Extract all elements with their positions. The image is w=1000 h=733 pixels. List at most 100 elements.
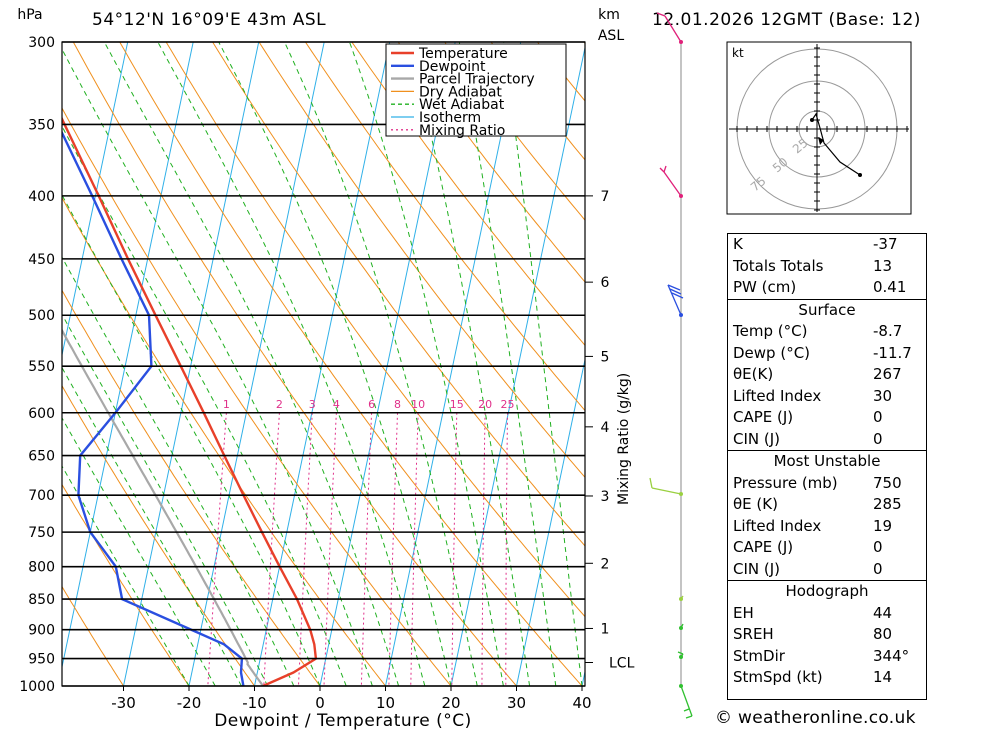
wind-barb: [677, 651, 684, 655]
mu-index-row: Lifted Index 19: [728, 516, 926, 538]
x-tick-label: 30: [507, 694, 526, 712]
wind-barb: [671, 292, 684, 299]
isotherm-line: [123, 42, 260, 686]
height-tick-label: 4: [601, 420, 610, 436]
datetime-title: 12.01.2026 12GMT (Base: 12): [652, 10, 921, 30]
wet-adiabat-line: [62, 465, 190, 686]
wet-adiabat-line: [407, 42, 531, 686]
temperature-profile-line: [62, 116, 318, 686]
height-tick-label: 2: [601, 556, 610, 572]
mixing-ratio-label: 4: [333, 398, 340, 411]
mu-index-label: Pressure (mb): [733, 473, 838, 492]
mixing-ratio-axis-label: Mixing Ratio (g/kg): [616, 373, 632, 505]
mixing-ratio-line: [388, 412, 398, 686]
surface-index-row: Dewp (°C) -11.7: [728, 343, 926, 365]
wind-barb-dot: [679, 626, 683, 630]
x-tick-label: -10: [242, 694, 267, 712]
x-tick-label: 10: [376, 694, 395, 712]
wet-adiabat-line: [62, 48, 373, 686]
pressure-tick-label: 400: [28, 189, 55, 205]
wet-adiabat-line: [103, 42, 400, 686]
wind-barb: [664, 15, 682, 43]
legend-entry: Dewpoint: [419, 59, 486, 75]
legend-box: [385, 43, 567, 137]
isotherm-line: [450, 45, 585, 686]
hodograph-point: [810, 118, 814, 122]
basic-index-label: K: [733, 235, 743, 253]
wind-barb: [667, 284, 681, 291]
mu-index-label: Lifted Index: [733, 516, 822, 535]
wind-barb-dot: [679, 313, 683, 317]
mu-index-label: θE (K): [733, 495, 778, 513]
mu-index-value: 750: [873, 473, 902, 492]
hodo-index-row: EH 44: [728, 603, 926, 625]
x-tick-label: 0: [315, 694, 325, 712]
mixing-ratio-line: [298, 412, 313, 686]
plot-frame: [61, 41, 586, 687]
mu-index-row: CAPE (J) 0: [728, 537, 926, 559]
wind-barb: [663, 165, 667, 173]
mu-index-value: 19: [873, 516, 893, 535]
surface-index-row: CAPE (J) 0: [728, 407, 926, 429]
isotherm-line: [254, 42, 391, 686]
dry-adiabat-line: [955, 42, 1000, 686]
pressure-tick-label: 450: [28, 252, 55, 268]
x-tick-label: -20: [177, 694, 202, 712]
height-tick-label: 6: [601, 275, 610, 291]
mu-index-row: θE (K) 285: [728, 494, 926, 516]
hodo-index-row: StmDir 344°: [728, 646, 926, 668]
mu-index-value: 285: [873, 495, 902, 513]
mixing-ratio-line: [360, 412, 373, 686]
surface-heading: Surface: [798, 300, 856, 319]
pressure-tick-label: 300: [28, 35, 55, 51]
mixing-ratio-line: [451, 412, 458, 686]
hodograph-frame: [726, 41, 912, 215]
surface-index-label: Temp (°C): [733, 322, 808, 340]
wet-adiabat-line: [458, 42, 557, 686]
basic-index-row: K -37: [728, 234, 926, 256]
hodo-index-label: EH: [733, 603, 754, 622]
pressure-tick-label: 550: [28, 359, 55, 375]
mixing-ratio-line: [323, 412, 337, 686]
legend-entry: Dry Adiabat: [419, 84, 502, 100]
hodo-index-value: 344°: [873, 646, 910, 665]
surface-index-value: 0: [873, 429, 883, 448]
wet-adiabat-line: [503, 42, 583, 686]
mu-index-value: 0: [873, 559, 883, 578]
x-axis-label: Dewpoint / Temperature (°C): [214, 711, 472, 731]
surface-index-label: Dewp (°C): [733, 343, 811, 362]
basic-index-row: Totals Totals 13: [728, 256, 926, 278]
height-tick-label: 7: [601, 189, 610, 205]
mixing-ratio-line: [481, 412, 486, 686]
surface-index-value: -8.7: [873, 322, 903, 340]
mixing-ratio-line: [410, 412, 419, 686]
mixing-ratio-label: 3: [309, 398, 316, 411]
dry-adiabat-line: [351, 42, 585, 347]
mu-index-value: 0: [873, 538, 883, 556]
x-tick-label: 40: [572, 694, 591, 712]
wind-barb: [656, 12, 666, 17]
hodo-index-value: 80: [873, 625, 893, 643]
pressure-tick-label: 700: [28, 488, 55, 504]
surface-index-row: Temp (°C) -8.7: [728, 321, 926, 343]
legend-entry: Temperature: [418, 46, 508, 62]
wind-barb: [669, 288, 682, 295]
height-tick-label: 5: [601, 349, 610, 365]
basic-index-label: PW (cm): [733, 278, 797, 296]
wind-barb-dot: [679, 40, 683, 44]
mixing-ratio-line: [263, 412, 280, 686]
dry-adiabat-line: [397, 42, 585, 283]
location-title: 54°12'N 16°09'E 43m ASL: [92, 10, 327, 30]
credit-text: © weatheronline.co.uk: [715, 708, 916, 728]
wind-barb: [685, 715, 693, 719]
wind-barb: [663, 171, 682, 197]
legend-entry: Wet Adiabat: [419, 97, 505, 113]
wind-barb: [667, 284, 682, 316]
pressure-tick-label: 900: [28, 623, 55, 639]
surface-index-row: θE(K) 267: [728, 364, 926, 386]
mu-index-row: CIN (J) 0: [728, 559, 926, 581]
mixing-ratio-label: 20: [478, 398, 492, 411]
hodo-index-row: StmSpd (kt) 14: [728, 667, 926, 689]
height-unit-bottom: ASL: [598, 28, 624, 44]
